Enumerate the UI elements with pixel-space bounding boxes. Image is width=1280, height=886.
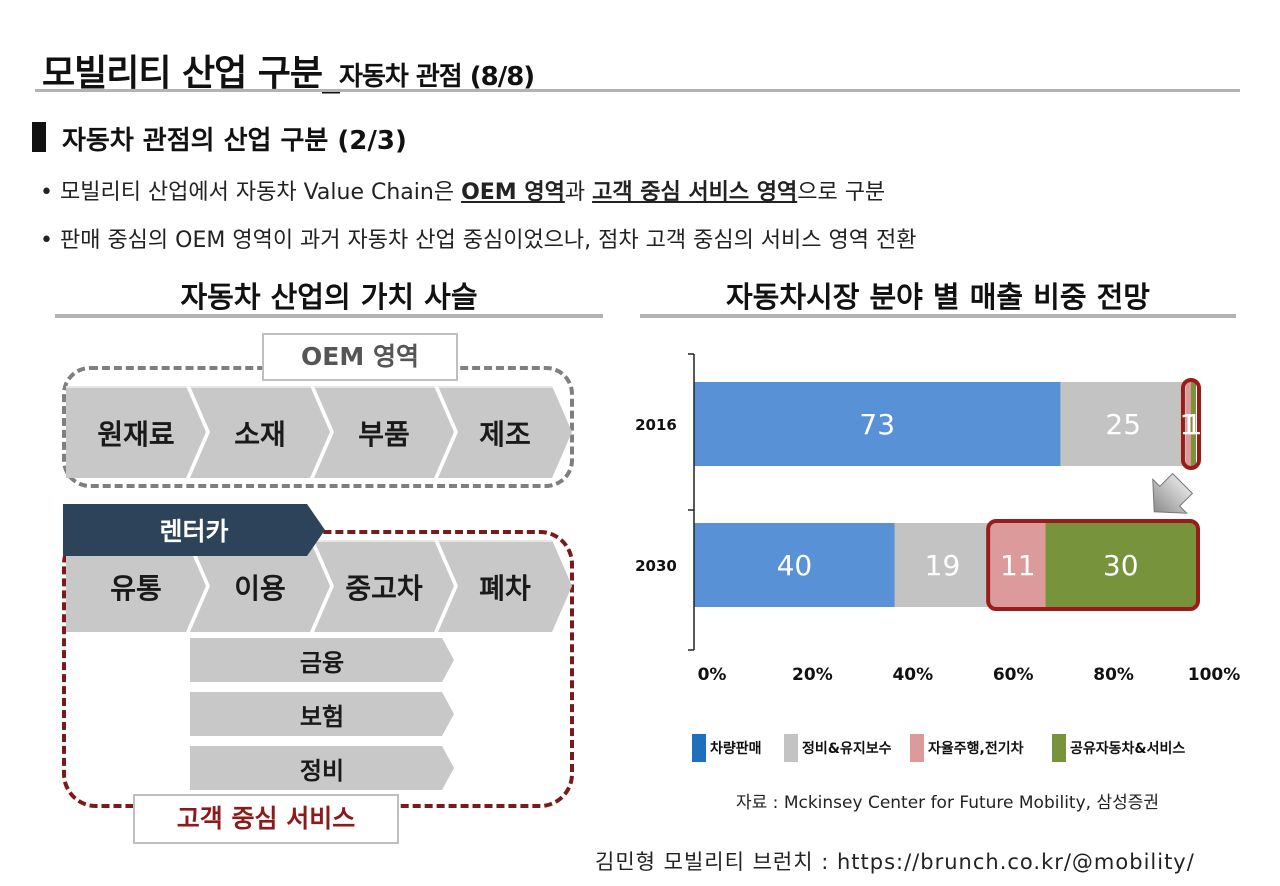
page-title-main: 모빌리티 산업 구분_ — [42, 53, 340, 94]
chart-title: 자동차시장 분야 별 매출 비중 전망 — [725, 280, 1150, 314]
bullet-1-suffix: 으로 구분 — [797, 180, 886, 205]
stacked-bar-chart: 73 25 11 2016 40 19 11 30 2030 0% 20% 40% 60% 80% 100% — [635, 353, 1240, 685]
service-finance: 금융 — [190, 638, 454, 682]
bar-label-2030-s3: 30 — [1103, 549, 1139, 582]
x-tick-label-2: 40% — [892, 665, 933, 685]
legend-swatch-shared-mobility — [1052, 734, 1066, 762]
service-step-scrap: 폐차 — [438, 540, 572, 632]
value-chain-title: 자동차 산업의 가치 사슬 — [180, 280, 478, 314]
bar-label-2016-s0: 73 — [859, 408, 895, 441]
service-insurance: 보험 — [190, 692, 454, 736]
legend-swatch-maintenance — [784, 734, 798, 762]
x-tick-label-5: 100% — [1188, 665, 1240, 685]
x-tick-label-4: 80% — [1093, 665, 1134, 685]
legend-autonomous-ev: 자율주행,전기차 — [910, 734, 1023, 762]
bar-label-2016-s1: 25 — [1105, 408, 1141, 441]
section-marker — [32, 122, 46, 152]
legend-swatch-vehicle-sales — [692, 734, 706, 762]
bar-2030-s1 — [894, 523, 991, 607]
section-title: 자동차 관점의 산업 구분 (2/3) — [62, 126, 407, 156]
x-tick-label-0: 0% — [698, 665, 727, 685]
rental-car-arrow: 렌터카 — [63, 504, 325, 556]
footer-credit: 김민형 모빌리티 브런치 : https://brunch.co.kr/@mob… — [595, 850, 1195, 874]
oem-step-parts: 부품 — [314, 386, 454, 478]
shift-arrow-icon — [1152, 472, 1194, 514]
bar-label-2030-s0: 40 — [777, 549, 813, 582]
legend-label-maintenance: 정비&유지보수 — [802, 741, 892, 757]
bullet-1-oem: OEM 영역 — [461, 180, 565, 205]
service-maintenance: 정비 — [190, 746, 454, 790]
legend-swatch-autonomous-ev — [910, 734, 924, 762]
oem-step-material: 소재 — [190, 386, 330, 478]
highlight-frame-2030 — [986, 519, 1200, 611]
x-tick-label-3: 60% — [993, 665, 1034, 685]
legend-label-autonomous-ev: 자율주행,전기차 — [928, 741, 1024, 757]
bar-2030-s2 — [990, 523, 1046, 607]
oem-area-label: OEM 영역 — [262, 333, 458, 381]
oem-step-raw-material: 원재료 — [66, 386, 206, 478]
bar-2016-s2 — [1185, 382, 1191, 466]
source-note: 자료 : Mckinsey Center for Future Mobility… — [736, 793, 1160, 813]
service-step-used-car: 중고차 — [314, 540, 454, 632]
bar-label-2030-s1: 19 — [925, 549, 961, 582]
bullet-2: • 판매 중심의 OEM 영역이 과거 자동차 산업 중심이었으나, 점차 고객… — [40, 228, 917, 253]
bar-2030-s3 — [1045, 523, 1196, 607]
x-tick-label-1: 20% — [792, 665, 833, 685]
legend-maintenance: 정비&유지보수 — [784, 734, 892, 762]
bullet-1: • 모빌리티 산업에서 자동차 Value Chain은 OEM 영역과 고객 … — [40, 174, 885, 206]
bullet-1-service: 고객 중심 서비스 영역 — [592, 180, 798, 205]
oem-step-manufacturing: 제조 — [438, 386, 572, 478]
category-label-2030: 2030 — [635, 557, 677, 575]
bullet-1-mid: 과 — [564, 180, 593, 205]
label-layer: 73 25 11 2016 40 19 11 30 2030 0% 20% 40% 60% 80% 100% — [635, 408, 1240, 685]
bar-label-2030-s2: 11 — [1000, 549, 1036, 582]
bar-2030-s0 — [694, 523, 895, 607]
bar-2016-s1 — [1060, 382, 1186, 466]
page-title-sub: 자동차 관점 (8/8) — [339, 62, 535, 92]
bar-2016-s3 — [1190, 382, 1196, 466]
category-label-2016: 2016 — [635, 416, 677, 434]
bullet-1-prefix: • 모빌리티 산업에서 자동차 Value Chain은 — [40, 180, 462, 205]
legend-label-vehicle-sales: 차량판매 — [710, 741, 762, 757]
bar-label-2016-s2: 1 — [1180, 408, 1198, 441]
highlight-frame-2016 — [1180, 378, 1202, 470]
legend-label-shared-mobility: 공유자동차&서비스 — [1070, 741, 1186, 757]
chart-title-rule — [640, 314, 1236, 318]
bars-layer — [694, 382, 1196, 607]
customer-area-label: 고객 중심 서비스 — [133, 794, 399, 844]
title-divider — [35, 89, 1240, 92]
page-title: 모빌리티 산업 구분_자동차 관점 (8/8) — [42, 44, 535, 96]
value-chain-rule — [55, 314, 603, 318]
bar-label-2016-s3: 1 — [1185, 408, 1203, 441]
legend-shared-mobility: 공유자동차&서비스 — [1052, 734, 1185, 762]
highlight-layer — [986, 378, 1202, 611]
bar-2016-s0 — [694, 382, 1061, 466]
legend-vehicle-sales: 차량판매 — [692, 734, 762, 762]
